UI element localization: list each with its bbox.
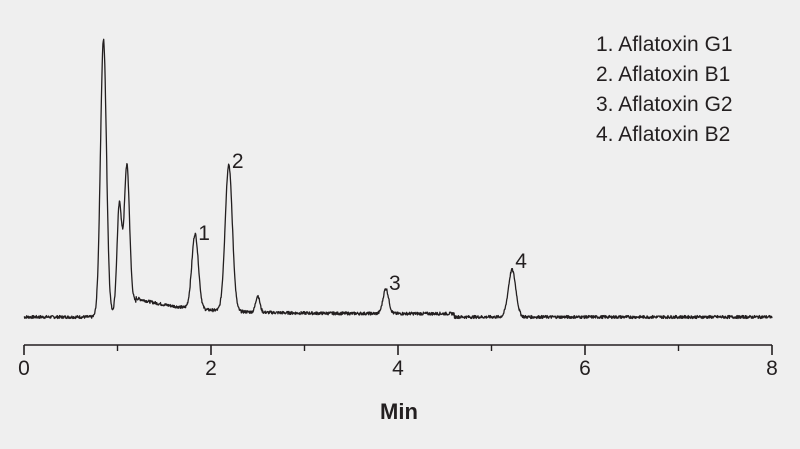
peak-labels: 1 2 3 4 (198, 150, 527, 295)
legend-entry: 1. Aflatoxin G1 (596, 33, 733, 56)
x-tick-label: 0 (18, 357, 30, 380)
chromatogram-trace (23, 38, 773, 320)
legend-entry: 3. Aflatoxin G2 (596, 93, 733, 116)
legend-entry: 4. Aflatoxin B2 (596, 123, 730, 146)
peak-label: 1 (198, 222, 210, 245)
peak-label: 4 (515, 250, 527, 273)
peak-label: 3 (389, 272, 401, 295)
legend: 1. Aflatoxin G1 2. Aflatoxin B1 3. Aflatox… (596, 33, 733, 146)
x-tick-label: 8 (766, 357, 778, 380)
legend-entry: 2. Aflatoxin B1 (596, 63, 730, 86)
x-axis: 0 2 4 6 8 (18, 344, 778, 380)
peak-label: 2 (232, 150, 244, 173)
x-tick-label: 6 (579, 357, 591, 380)
x-tick-label: 4 (392, 357, 404, 380)
x-tick-label: 2 (205, 357, 217, 380)
x-axis-label: Min (380, 399, 418, 424)
